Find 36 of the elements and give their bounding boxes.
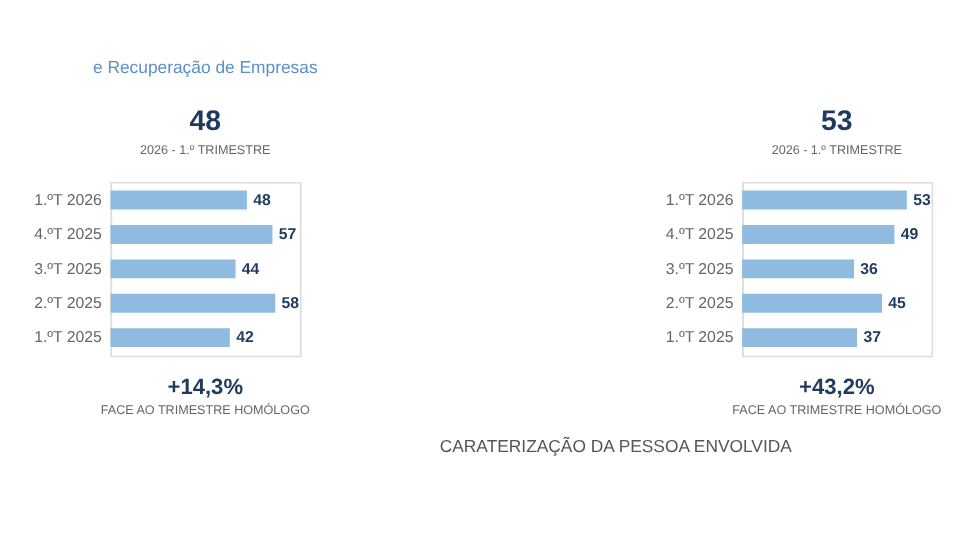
y-tick-label: 3.ºT 2025 [665, 259, 735, 278]
bar [110, 190, 247, 210]
data-label: 45 [888, 293, 908, 312]
bar [742, 293, 882, 313]
y-tick-label: 4.ºT 2025 [34, 225, 104, 244]
y-tick-label: 2.ºT 2025 [34, 293, 104, 312]
data-label: 36 [860, 259, 880, 278]
bar [742, 259, 855, 279]
text: CARATERIZAÇÃO DA PESSOA ENVOLVIDA [439, 436, 793, 456]
bar [110, 224, 273, 244]
bar [110, 293, 276, 313]
bar [110, 328, 230, 348]
y-tick-label: 1.ºT 2026 [34, 190, 104, 209]
text: +14,3% [167, 375, 244, 400]
data-label: 44 [241, 259, 261, 278]
bar [110, 259, 236, 279]
bar [742, 190, 907, 210]
chart-title: e Recuperação de Empresas [92, 57, 319, 78]
text: 48 [189, 105, 222, 138]
data-label: 53 [913, 190, 932, 209]
data-label: 57 [278, 225, 298, 244]
text: 53 [821, 105, 853, 138]
y-tick-label: 4.ºT 2025 [665, 225, 735, 244]
y-tick-label: 1.ºT 2025 [665, 328, 735, 347]
data-label: 58 [281, 293, 301, 312]
y-tick-label: 1.ºT 2026 [665, 190, 735, 209]
data-label: 49 [900, 225, 920, 244]
data-label: 48 [253, 190, 272, 209]
text: +43,2% [799, 375, 875, 400]
y-tick-label: 3.ºT 2025 [34, 259, 104, 278]
y-tick-label: 1.ºT 2025 [34, 328, 104, 347]
y-tick-label: 2.ºT 2025 [665, 293, 735, 312]
data-label: 37 [863, 328, 883, 347]
data-label: 42 [236, 328, 255, 347]
bar [742, 328, 858, 348]
bar [742, 224, 895, 244]
